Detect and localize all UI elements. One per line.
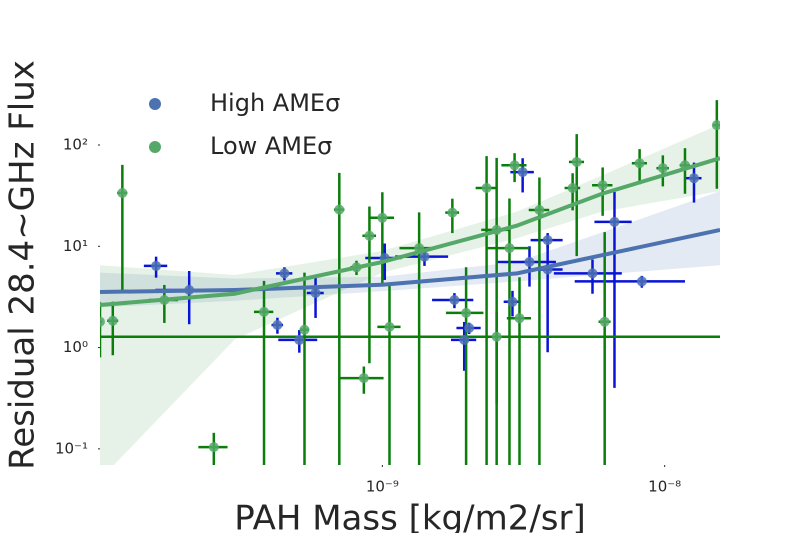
point	[279, 268, 290, 279]
legend-label: Low AMEσ	[210, 132, 332, 160]
fit-line	[100, 227, 720, 294]
point	[208, 442, 219, 453]
point	[507, 296, 518, 307]
confidence-band	[100, 124, 720, 465]
fit-line	[100, 156, 720, 308]
point	[481, 183, 492, 194]
point	[107, 315, 118, 326]
point	[524, 256, 535, 267]
point	[384, 321, 395, 332]
point	[447, 207, 458, 218]
point	[534, 205, 545, 216]
point	[449, 294, 460, 305]
plot-area	[100, 100, 720, 465]
point	[509, 160, 520, 171]
point	[334, 204, 345, 215]
point	[517, 167, 528, 178]
point	[571, 156, 582, 167]
point	[377, 212, 388, 223]
point	[299, 324, 310, 335]
point	[542, 235, 553, 246]
point	[597, 180, 608, 191]
point	[657, 163, 668, 174]
point	[117, 187, 128, 198]
y-tick-label: 10²	[63, 135, 88, 153]
point	[514, 313, 525, 324]
point	[461, 307, 472, 318]
legend-marker	[149, 98, 161, 110]
y-tick-label: 10⁰	[63, 338, 88, 356]
point	[504, 243, 515, 254]
y-axis-label: Residual 28.4~GHz Flux	[3, 60, 43, 470]
point	[419, 251, 430, 262]
legend-label: High AMEσ	[210, 89, 340, 117]
point	[688, 173, 699, 184]
point	[259, 306, 270, 317]
x-tick-label: 10⁻⁹	[366, 478, 399, 496]
point	[634, 158, 645, 169]
point	[599, 316, 610, 327]
point	[310, 287, 321, 298]
point	[609, 216, 620, 227]
point	[491, 331, 502, 342]
y-tick-label: 10¹	[63, 237, 88, 255]
point	[587, 268, 598, 279]
point	[358, 373, 369, 384]
y-tick-label: 10⁻¹	[55, 439, 88, 457]
point	[464, 323, 475, 334]
legend-marker	[149, 141, 161, 153]
point	[151, 260, 162, 271]
point	[100, 316, 105, 327]
x-axis-label: PAH Mass [kg/m2/sr]	[234, 499, 586, 533]
point	[459, 334, 470, 345]
point	[567, 183, 578, 194]
point	[711, 120, 720, 131]
x-tick-label: 10⁻⁸	[648, 478, 681, 496]
point	[636, 276, 647, 287]
point	[364, 230, 375, 241]
point	[294, 334, 305, 345]
point	[272, 320, 283, 331]
